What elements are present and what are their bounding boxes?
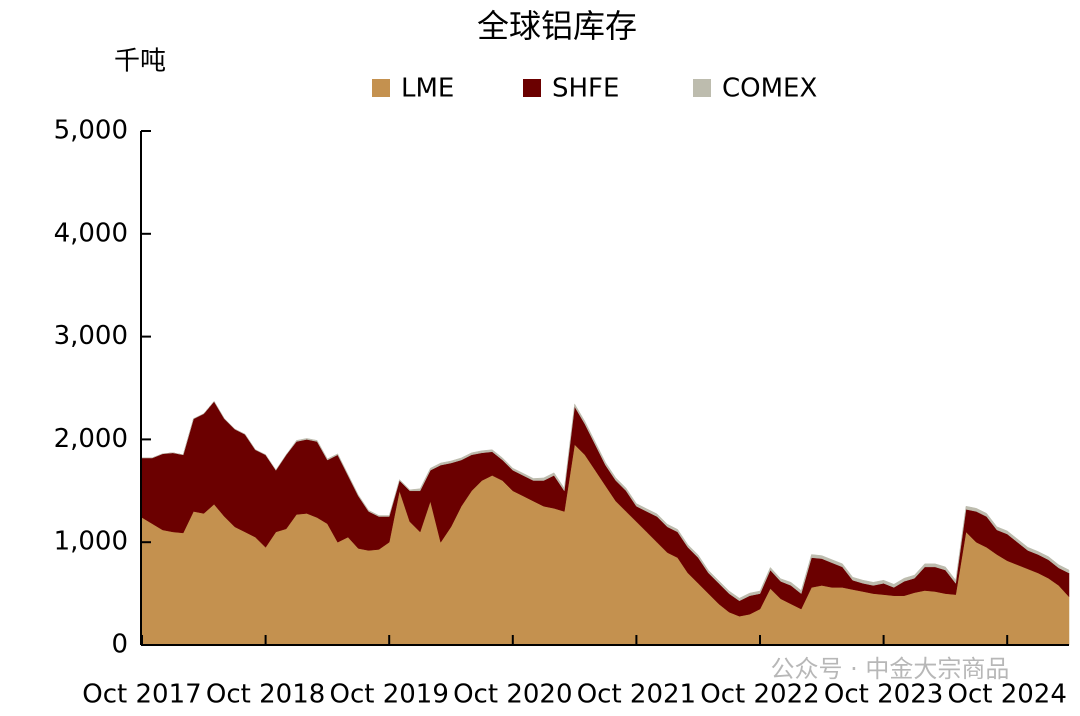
y-tick-label: 2,000 <box>54 424 128 454</box>
x-tick-label: Oct 2021 <box>577 680 696 710</box>
legend-swatch <box>372 79 390 97</box>
y-tick-label: 0 <box>111 630 128 660</box>
x-tick-label: Oct 2017 <box>82 680 201 710</box>
x-tick-label: Oct 2019 <box>330 680 449 710</box>
x-tick-label: Oct 2020 <box>453 680 572 710</box>
watermark: 公众号 · 中金大宗商品 <box>771 655 1010 683</box>
y-tick-label: 3,000 <box>54 321 128 351</box>
y-axis-label: 千吨 <box>114 47 166 77</box>
legend-swatch <box>693 79 711 97</box>
chart-title: 全球铝库存 <box>477 7 637 45</box>
x-tick-label: Oct 2023 <box>824 680 943 710</box>
legend-label: COMEX <box>722 74 817 104</box>
x-tick-label: Oct 2018 <box>206 680 325 710</box>
legend-label: LME <box>401 74 454 104</box>
x-tick-label: Oct 2024 <box>948 680 1067 710</box>
legend-label: SHFE <box>552 74 619 104</box>
x-tick-label: Oct 2022 <box>700 680 819 710</box>
y-tick-label: 4,000 <box>54 218 128 248</box>
legend-swatch <box>523 79 541 97</box>
y-tick-label: 1,000 <box>54 527 128 557</box>
y-tick-label: 5,000 <box>54 116 128 146</box>
area <box>142 400 1070 602</box>
